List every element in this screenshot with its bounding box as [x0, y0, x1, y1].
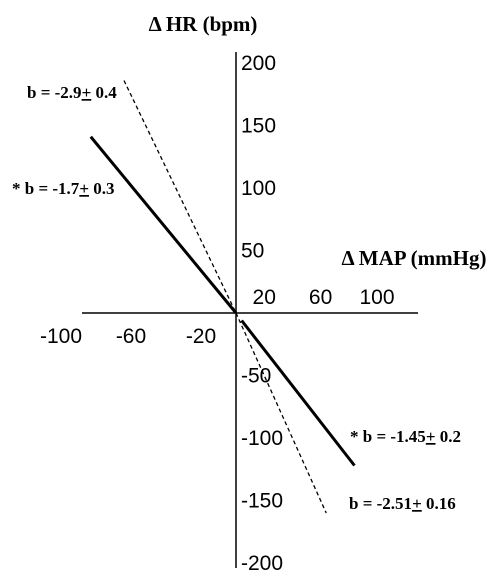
slope-label-3: * b = -1.45+ 0.2: [350, 427, 461, 446]
y-tick-label: -150: [241, 490, 283, 513]
x-tick-label: -60: [116, 325, 146, 348]
y-axis-title: Δ HR (bpm): [149, 12, 258, 36]
series-layer: [89, 80, 356, 514]
y-tick-label: -50: [241, 365, 271, 388]
x-tick-label: 20: [253, 286, 276, 309]
slope-label-2: b = -2.9+ 0.4: [27, 83, 117, 102]
x-tick-label: -100: [40, 325, 82, 348]
x-tick-label: -20: [186, 325, 216, 348]
slope-label-4: b = -2.51+ 0.16: [349, 494, 456, 513]
y-tick-label: 150: [241, 115, 276, 138]
x-ticks: -100 -60 -20 20 60 100: [40, 286, 395, 348]
series-line-1: [89, 135, 238, 314]
series-line-4: [235, 312, 327, 514]
y-tick-label: 200: [241, 52, 276, 75]
y-tick-label: 100: [241, 177, 276, 200]
slope-label-1: * b = -1.7+ 0.3: [12, 179, 115, 198]
series-labels: * b = -1.7+ 0.3 b = -2.9+ 0.4 * b = -1.45+…: [12, 83, 461, 513]
y-tick-label: -200: [241, 552, 283, 575]
series-line-2: [123, 80, 237, 314]
x-axis-title: Δ MAP (mmHg): [342, 246, 487, 270]
y-ticks: 200 150 100 50 -50 -100 -150 -200: [241, 52, 283, 575]
series-line-3: [240, 319, 356, 467]
x-tick-label: 60: [309, 286, 332, 309]
y-tick-label: 50: [241, 240, 264, 263]
y-tick-label: -100: [241, 427, 283, 450]
x-tick-label: 100: [359, 286, 394, 309]
